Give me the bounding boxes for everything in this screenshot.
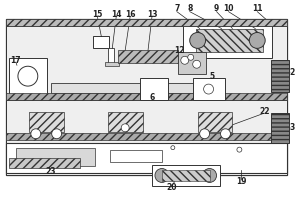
Text: 11: 11 [252,4,262,13]
Bar [6,93,287,100]
Circle shape [188,54,194,60]
Text: 15: 15 [92,10,103,19]
Bar [271,60,289,92]
Bar [6,19,287,175]
Text: 9: 9 [214,4,219,13]
Text: 3: 3 [290,123,295,132]
Circle shape [237,147,242,152]
Circle shape [121,124,129,132]
Bar [118,50,178,63]
Bar [193,78,226,100]
Text: 14: 14 [111,10,122,19]
Text: 8: 8 [187,4,192,13]
Circle shape [52,129,61,139]
Bar [108,48,114,64]
Bar [6,143,287,173]
Circle shape [171,146,175,150]
Text: 23: 23 [45,167,56,176]
Bar [29,112,64,132]
Bar [16,148,95,166]
Circle shape [249,32,265,48]
Text: 20: 20 [167,183,177,192]
Text: 12: 12 [175,46,185,55]
Bar [183,26,272,58]
Bar [162,170,210,181]
Text: 16: 16 [125,10,135,19]
Bar [196,29,263,52]
Text: 5: 5 [209,72,214,81]
Circle shape [220,129,230,139]
Circle shape [202,169,217,182]
Text: 17: 17 [11,56,21,65]
Text: 6: 6 [149,93,154,102]
Bar [140,78,168,100]
Bar [6,19,287,26]
Circle shape [155,169,169,182]
Bar [178,52,206,74]
Text: 2: 2 [290,68,295,77]
Circle shape [31,129,41,139]
Bar [9,58,47,94]
Circle shape [181,56,189,64]
Bar [6,100,287,175]
Circle shape [193,60,201,68]
Bar [108,112,143,132]
Circle shape [200,129,210,139]
Bar [9,158,80,168]
Bar [51,83,214,93]
Text: 10: 10 [223,4,234,13]
Circle shape [204,84,214,94]
Bar [105,62,119,66]
Text: 22: 22 [259,107,269,116]
Bar [152,165,220,186]
Bar [271,113,289,143]
Text: 13: 13 [147,10,157,19]
Bar [6,133,287,140]
Text: 19: 19 [236,177,247,186]
Bar [93,36,109,48]
Circle shape [18,66,38,86]
Bar [198,112,232,132]
Bar [110,150,162,162]
Bar [6,26,287,100]
Circle shape [190,32,206,48]
Text: 7: 7 [174,4,179,13]
